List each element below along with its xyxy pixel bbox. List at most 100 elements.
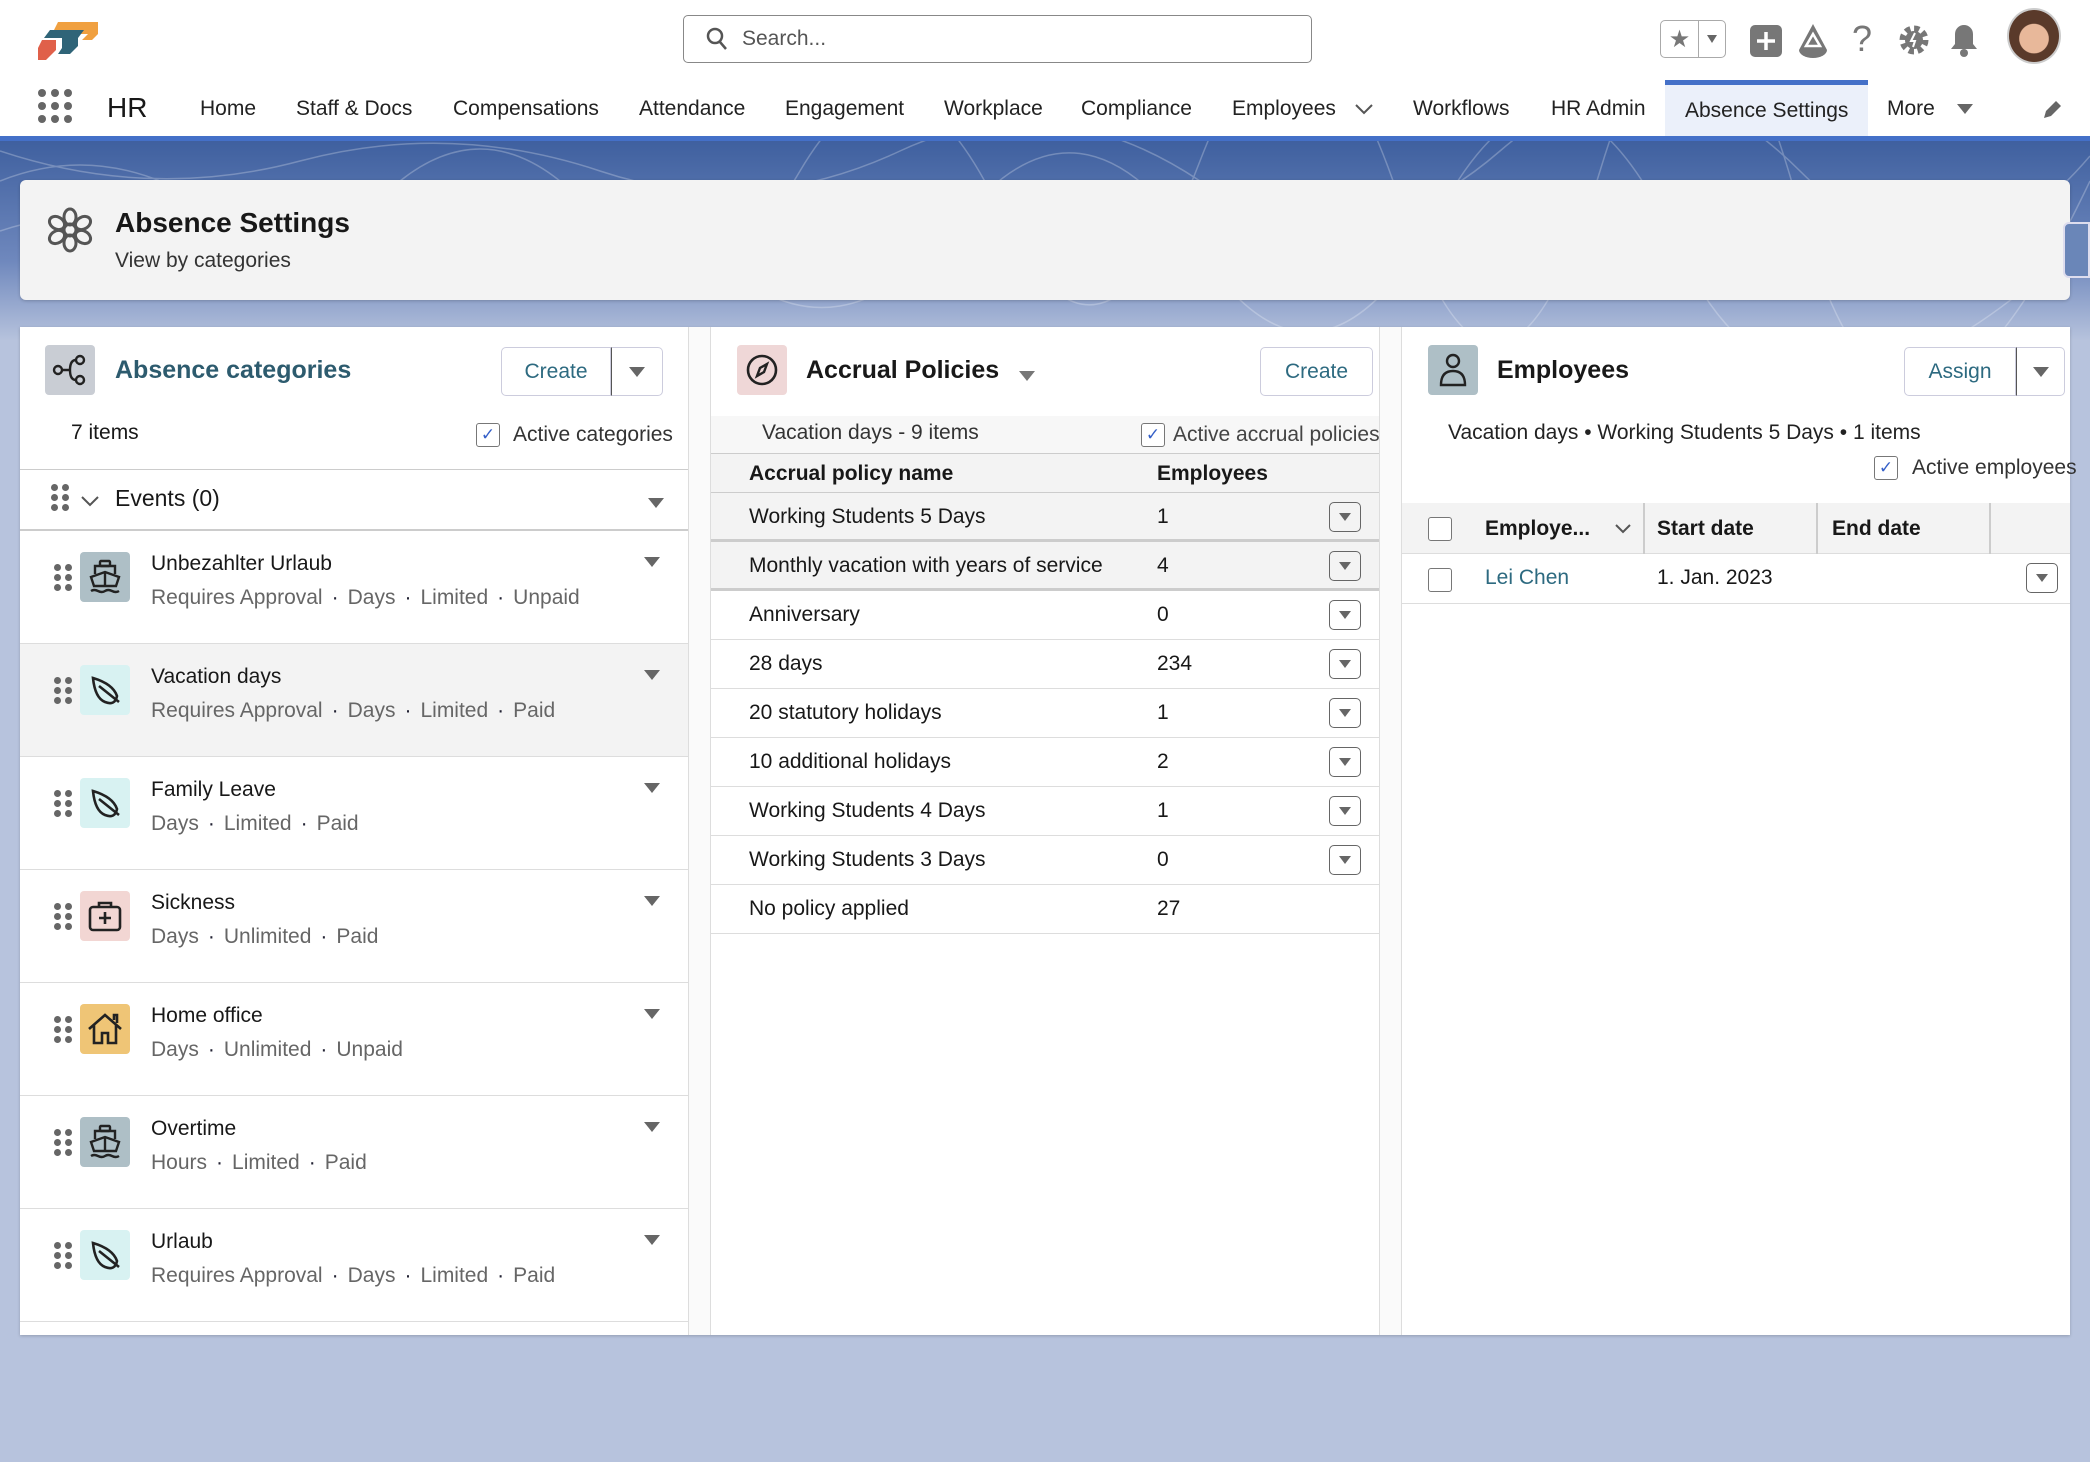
drag-handle-icon[interactable]	[51, 484, 69, 511]
category-attributes: Requires Approval · Days · Limited · Paid	[151, 1263, 555, 1289]
category-menu-dropdown[interactable]	[644, 670, 660, 680]
drag-handle-icon[interactable]	[54, 1016, 72, 1043]
table-row[interactable]: Working Students 5 Days 1	[711, 493, 1379, 542]
row-actions-dropdown[interactable]	[1329, 502, 1361, 532]
select-all-checkbox[interactable]	[1428, 517, 1452, 541]
row-actions-dropdown[interactable]	[1329, 698, 1361, 728]
nav-item-attendance[interactable]: Attendance	[639, 80, 745, 137]
nav-item-home[interactable]: Home	[200, 80, 256, 137]
employee-name-link[interactable]: Lei Chen	[1485, 566, 1570, 589]
row-actions-dropdown[interactable]	[1329, 600, 1361, 630]
row-actions-dropdown[interactable]	[1329, 649, 1361, 679]
category-tag: Days	[347, 586, 396, 609]
company-logo[interactable]	[36, 20, 102, 60]
row-actions-dropdown[interactable]	[1329, 747, 1361, 777]
category-item[interactable]: Vacation days Requires Approval · Days · Limi…	[20, 644, 688, 757]
favorites-button[interactable]: ★	[1660, 20, 1726, 58]
setup-gear-icon[interactable]	[1898, 24, 1930, 56]
table-row[interactable]: Anniversary 0	[711, 591, 1379, 640]
nav-item-engagement[interactable]: Engagement	[785, 80, 904, 137]
category-item[interactable]: Unbezahlter Urlaub Requires Approval · Days…	[20, 531, 688, 644]
nav-item-absence-settings[interactable]: Absence Settings	[1665, 80, 1868, 137]
nav-item-staff-docs[interactable]: Staff & Docs	[296, 80, 412, 137]
category-menu-dropdown[interactable]	[644, 557, 660, 567]
table-row[interactable]: Working Students 3 Days 0	[711, 836, 1379, 885]
table-row[interactable]: Monthly vacation with years of service 4	[711, 542, 1379, 591]
category-item[interactable]: Home office Days · Unlimited · Unpaid	[20, 983, 688, 1096]
nav-item-workflows[interactable]: Workflows	[1413, 80, 1509, 137]
category-item[interactable]: Overtime Hours · Limited · Paid	[20, 1096, 688, 1209]
nav-item-workplace[interactable]: Workplace	[944, 80, 1043, 137]
category-menu-dropdown[interactable]	[644, 896, 660, 906]
category-menu-dropdown[interactable]	[644, 1235, 660, 1245]
trailhead-icon[interactable]	[1797, 22, 1829, 58]
category-name: Urlaub	[151, 1230, 213, 1253]
table-row[interactable]: 20 statutory holidays 1	[711, 689, 1379, 738]
drag-handle-icon[interactable]	[54, 677, 72, 704]
column-header-end-date[interactable]: End date	[1832, 517, 1921, 540]
active-categories-checkbox[interactable]: ✓	[476, 423, 500, 447]
app-launcher-icon[interactable]	[36, 86, 74, 126]
table-row[interactable]: Working Students 4 Days 1	[711, 787, 1379, 836]
policy-employee-count: 0	[1157, 848, 1169, 871]
nav-item-hr-admin[interactable]: HR Admin	[1551, 80, 1646, 137]
category-group-events[interactable]: Events (0)	[20, 469, 688, 531]
collapse-panel-toggle[interactable]	[2063, 222, 2090, 278]
nav-item-label: More	[1887, 96, 1935, 120]
policy-name: Anniversary	[749, 603, 860, 626]
drag-handle-icon[interactable]	[54, 1129, 72, 1156]
row-actions-dropdown[interactable]	[1329, 845, 1361, 875]
drag-handle-icon[interactable]	[54, 903, 72, 930]
column-header-employees[interactable]: Employees	[1157, 462, 1268, 485]
table-row[interactable]: 10 additional holidays 2	[711, 738, 1379, 787]
nav-item-employees[interactable]: Employees	[1232, 80, 1374, 137]
help-icon[interactable]: ?	[1852, 18, 1873, 59]
edit-nav-pencil-icon[interactable]	[2040, 98, 2062, 122]
row-actions-dropdown[interactable]	[1329, 796, 1361, 826]
category-item[interactable]: Urlaub Requires Approval · Days · Limited · Pai…	[20, 1209, 688, 1322]
policy-employee-count: 1	[1157, 505, 1169, 528]
title-dropdown-icon[interactable]	[1019, 371, 1035, 381]
active-policies-checkbox[interactable]: ✓	[1141, 423, 1165, 447]
assign-options-dropdown[interactable]	[2016, 347, 2065, 396]
category-item[interactable]: Sickness Days · Unlimited · Paid	[20, 870, 688, 983]
column-header-name[interactable]: Accrual policy name	[749, 462, 954, 485]
create-category-button[interactable]: Create	[501, 347, 611, 396]
chevron-down-icon[interactable]	[1336, 102, 1374, 116]
group-label: Events (0)	[115, 485, 220, 511]
active-employees-checkbox[interactable]: ✓	[1874, 456, 1898, 480]
column-header-start-date[interactable]: Start date	[1657, 517, 1754, 540]
create-options-dropdown[interactable]	[611, 347, 663, 396]
category-menu-dropdown[interactable]	[644, 1122, 660, 1132]
add-icon[interactable]	[1750, 25, 1782, 57]
row-actions-dropdown[interactable]	[1329, 551, 1361, 581]
drag-handle-icon[interactable]	[54, 790, 72, 817]
drag-handle-icon[interactable]	[54, 564, 72, 591]
column-header-employee[interactable]: Employe...	[1485, 517, 1591, 540]
nav-item-compensations[interactable]: Compensations	[453, 80, 599, 137]
chevron-down-icon[interactable]	[80, 494, 100, 508]
separator-dot: ·	[404, 1264, 412, 1287]
global-search-input[interactable]: Search...	[683, 15, 1312, 63]
category-menu-dropdown[interactable]	[644, 783, 660, 793]
row-checkbox[interactable]	[1428, 568, 1452, 592]
create-policy-button[interactable]: Create	[1260, 347, 1373, 396]
category-name: Overtime	[151, 1117, 237, 1140]
group-menu-dropdown[interactable]	[648, 498, 664, 508]
assign-button[interactable]: Assign	[1904, 347, 2016, 396]
nav-item-compliance[interactable]: Compliance	[1081, 80, 1192, 137]
row-actions-dropdown[interactable]	[2026, 563, 2058, 593]
more-dropdown-icon[interactable]	[1956, 103, 1973, 114]
table-row[interactable]: 28 days 234	[711, 640, 1379, 689]
user-avatar[interactable]	[2007, 8, 2061, 64]
category-menu-dropdown[interactable]	[644, 1009, 660, 1019]
drag-handle-icon[interactable]	[54, 1242, 72, 1269]
favorites-dropdown-icon[interactable]	[1699, 21, 1725, 57]
star-icon[interactable]: ★	[1661, 21, 1699, 57]
sort-chevron-down-icon[interactable]	[1614, 523, 1632, 535]
category-item[interactable]: Family Leave Days · Limited · Paid	[20, 757, 688, 870]
nav-item-more[interactable]: More	[1887, 80, 1973, 137]
notification-bell-icon[interactable]	[1948, 22, 1980, 58]
start-date: 1. Jan. 2023	[1657, 566, 1773, 589]
table-row[interactable]: No policy applied 27	[711, 885, 1379, 934]
